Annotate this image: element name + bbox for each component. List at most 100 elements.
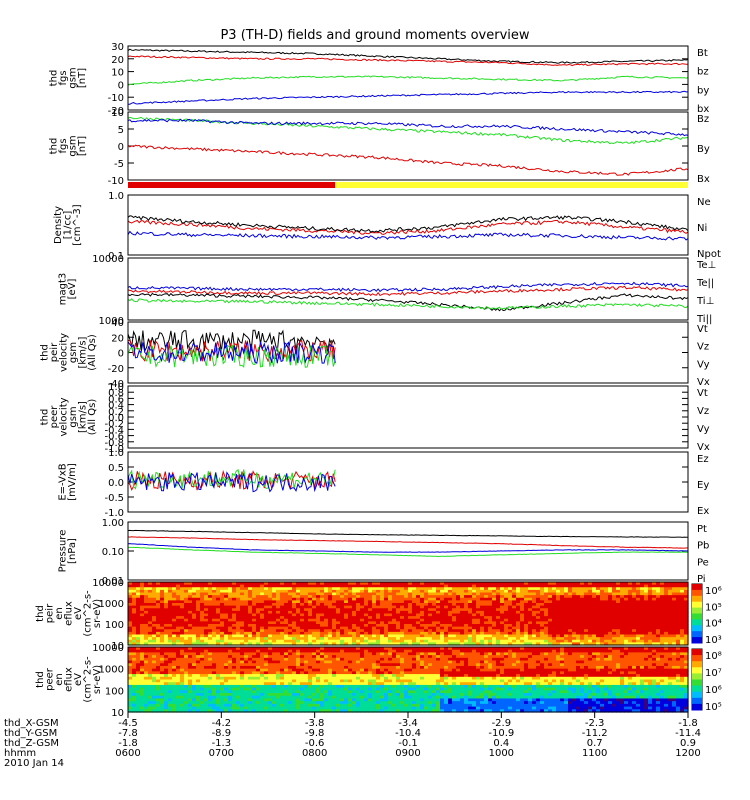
legend-bx: bx bbox=[697, 104, 709, 115]
spectrogram-cell bbox=[476, 637, 481, 641]
spectrogram-cell bbox=[212, 603, 217, 607]
spectrogram-cell bbox=[236, 626, 241, 630]
spectrogram-cell bbox=[340, 589, 345, 594]
spectrogram-cell bbox=[296, 709, 301, 713]
spectrogram-cell bbox=[612, 631, 617, 636]
spectrogram-cell bbox=[216, 642, 221, 646]
spectrogram-cell bbox=[328, 631, 333, 636]
spectrogram-cell bbox=[532, 600, 537, 604]
spectrogram-cell bbox=[264, 647, 269, 651]
spectrogram-cell bbox=[252, 665, 257, 670]
spectrogram-cell bbox=[272, 684, 277, 689]
spectrogram-cell bbox=[556, 605, 561, 609]
spectrogram-cell bbox=[500, 616, 505, 620]
spectrogram-cell bbox=[612, 616, 617, 620]
spectrogram-cell bbox=[180, 582, 185, 586]
spectrogram-cell bbox=[236, 649, 241, 654]
spectrogram-cell bbox=[200, 589, 205, 594]
spectrogram-cell bbox=[592, 629, 597, 633]
spectrogram-cell bbox=[160, 613, 165, 617]
spectrogram-cell bbox=[544, 629, 549, 633]
ytick-label: 10 bbox=[111, 108, 124, 119]
spectrogram-cell bbox=[308, 600, 313, 604]
series-line-Ne bbox=[127, 219, 689, 235]
panel-8 bbox=[127, 581, 703, 646]
spectrogram-cell bbox=[216, 616, 221, 620]
spectrogram-cell bbox=[148, 608, 153, 612]
spectrogram-cell bbox=[136, 610, 141, 615]
spectrogram-cell bbox=[632, 616, 637, 620]
spectrogram-cell bbox=[296, 657, 301, 662]
spectrogram-cell bbox=[212, 634, 217, 638]
spectrogram-cell bbox=[424, 616, 429, 620]
spectrogram-cell bbox=[420, 624, 425, 628]
spectrogram-cell bbox=[184, 631, 189, 636]
spectrogram-cell bbox=[536, 600, 541, 604]
spectrogram-cell bbox=[588, 597, 593, 601]
spectrogram-cell bbox=[140, 695, 145, 700]
spectrogram-cell bbox=[188, 657, 193, 662]
spectrogram-cell bbox=[620, 613, 625, 617]
spectrogram-cell bbox=[632, 608, 637, 612]
spectrogram-cell bbox=[376, 600, 381, 604]
spectrogram-cell bbox=[260, 652, 265, 656]
spectrogram-cell bbox=[644, 629, 649, 633]
spectrogram-cell bbox=[640, 589, 645, 594]
spectrogram-cell bbox=[316, 679, 321, 683]
spectrogram-cell bbox=[280, 657, 285, 662]
spectrogram-cell bbox=[296, 605, 301, 609]
spectrogram-cell bbox=[508, 592, 513, 596]
spectrogram-cell bbox=[184, 684, 189, 689]
spectrogram-cell bbox=[628, 597, 633, 601]
spectrogram-cell bbox=[232, 610, 237, 615]
spectrogram-cell bbox=[460, 603, 465, 607]
spectrogram-cell bbox=[616, 597, 621, 601]
spectrogram-cell bbox=[248, 665, 253, 670]
spectrogram-cell bbox=[476, 621, 481, 625]
spectrogram-cell bbox=[296, 690, 301, 694]
spectrogram-cell bbox=[496, 595, 501, 599]
spectrogram-cell bbox=[548, 587, 553, 591]
spectrogram-cell bbox=[212, 706, 217, 710]
spectrogram-cell bbox=[172, 584, 177, 588]
spectrogram-cell bbox=[352, 639, 357, 643]
spectrogram-cell bbox=[580, 624, 585, 628]
spectrogram-cell bbox=[248, 703, 253, 708]
spectrogram-cell bbox=[256, 629, 261, 633]
spectrogram-cell bbox=[284, 616, 289, 620]
spectrogram-cell bbox=[320, 639, 325, 643]
spectrogram-cell bbox=[684, 639, 689, 643]
spectrogram-cell bbox=[224, 684, 229, 689]
spectrogram-cell bbox=[536, 616, 541, 620]
spectrogram-cell bbox=[232, 684, 237, 689]
spectrogram-cell bbox=[464, 600, 469, 604]
spectrogram-cell bbox=[140, 626, 145, 630]
spectrogram-cell bbox=[184, 582, 189, 586]
spectrogram-cell bbox=[260, 665, 265, 670]
spectrogram-cell bbox=[320, 592, 325, 596]
spectrogram-cell bbox=[520, 595, 525, 599]
spectrogram-cell bbox=[428, 597, 433, 601]
spectrogram-cell bbox=[492, 589, 497, 594]
spectrogram-cell bbox=[320, 682, 325, 686]
spectrogram-cell bbox=[260, 582, 265, 586]
spectrogram-cell bbox=[548, 592, 553, 596]
spectrogram-cell bbox=[532, 621, 537, 625]
spectrogram-cell bbox=[316, 676, 321, 681]
spectrogram-cell bbox=[340, 608, 345, 612]
spectrogram-cell bbox=[636, 616, 641, 620]
spectrogram-cell bbox=[552, 616, 557, 620]
spectrogram-cell bbox=[336, 682, 341, 686]
spectrogram-cell bbox=[460, 618, 465, 622]
spectrogram-cell bbox=[416, 600, 421, 604]
spectrogram-cell bbox=[324, 687, 329, 691]
spectrogram-cell bbox=[144, 618, 149, 622]
spectrogram-cell bbox=[160, 674, 165, 678]
spectrogram-cell bbox=[560, 642, 565, 646]
panel-frame bbox=[127, 581, 689, 646]
spectrogram-cell bbox=[148, 589, 153, 594]
spectrogram-cell bbox=[140, 631, 145, 636]
spectrogram-cell bbox=[376, 582, 381, 586]
spectrogram-cell bbox=[240, 642, 245, 646]
spectrogram-cell bbox=[128, 608, 133, 612]
